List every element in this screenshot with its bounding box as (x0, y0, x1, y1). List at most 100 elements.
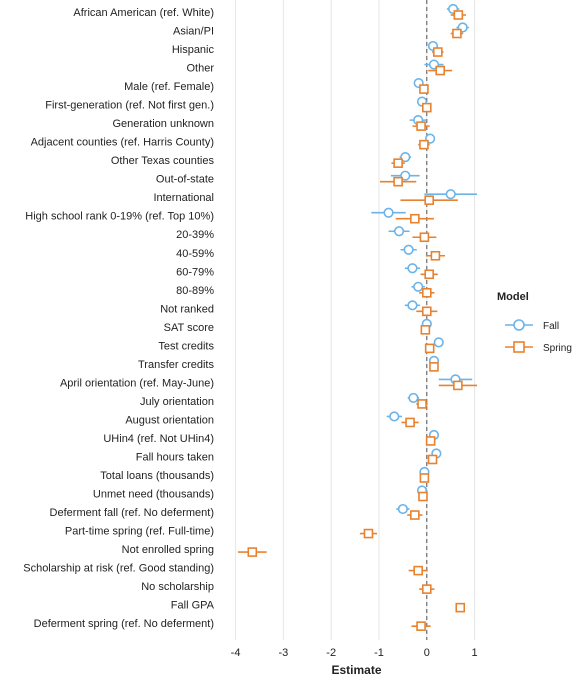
point-marker (421, 287, 432, 298)
x-tick-label: -2 (326, 647, 336, 659)
point-marker (403, 244, 414, 255)
spring-estimate (237, 547, 267, 557)
point-marker (424, 343, 435, 354)
spring-estimate (401, 417, 419, 428)
fall-estimate (404, 300, 421, 311)
x-tick-label: 0 (424, 647, 430, 659)
y-tick-label: 40-59% (176, 248, 214, 260)
point-marker (400, 170, 411, 181)
point-marker (430, 250, 441, 261)
point-marker (416, 621, 426, 631)
point-marker (418, 491, 428, 502)
spring-estimate (419, 473, 430, 483)
point-marker (419, 139, 429, 150)
spring-estimate (391, 158, 405, 168)
point-marker (363, 528, 374, 539)
point-marker (433, 337, 444, 348)
spring-estimate (418, 491, 428, 502)
fall-estimate (396, 503, 410, 515)
y-tick-label: April orientation (ref. May-June) (60, 377, 214, 389)
point-marker (435, 65, 445, 76)
x-tick-label: -1 (374, 647, 384, 659)
spring-estimate (450, 10, 467, 20)
y-tick-label: Other Texas counties (111, 155, 215, 167)
point-marker (383, 207, 394, 218)
point-marker (405, 417, 415, 428)
spring-estimate (420, 269, 438, 280)
y-tick-label: July orientation (140, 396, 214, 408)
y-tick-label: Out-of-state (156, 174, 214, 186)
point-marker (427, 454, 438, 465)
series-marks (237, 3, 477, 631)
y-tick-label: UHin4 (ref. Not UHin4) (103, 433, 214, 445)
point-marker (421, 102, 432, 113)
y-tick-label: Adjacent counties (ref. Harris County) (31, 137, 214, 149)
spring-estimate (421, 102, 432, 113)
point-marker (393, 158, 403, 168)
spring-estimate (427, 454, 438, 465)
legend-title: Model (497, 291, 529, 303)
point-marker (408, 392, 419, 404)
fall-estimate (371, 207, 406, 218)
point-marker (397, 503, 408, 515)
point-marker (429, 362, 439, 372)
fall-estimate (407, 392, 420, 404)
y-tick-label: Unmet need (thousands) (93, 489, 214, 501)
spring-estimate (450, 28, 464, 39)
spring-estimate (418, 139, 430, 150)
point-marker (407, 263, 418, 274)
point-marker (455, 602, 466, 613)
spring-estimate (412, 121, 430, 131)
spring-estimate (359, 528, 378, 539)
y-tick-label: Other (186, 63, 214, 75)
y-tick-label: Part-time spring (ref. Full-time) (65, 526, 214, 538)
point-marker (410, 213, 420, 224)
spring-estimate (379, 176, 417, 187)
point-marker (389, 411, 400, 422)
point-marker (453, 380, 463, 391)
spring-estimate (395, 213, 434, 224)
point-marker (432, 47, 443, 57)
point-marker (393, 176, 403, 187)
point-marker (410, 510, 420, 520)
y-tick-label: Total loans (thousands) (100, 470, 214, 482)
point-marker (413, 565, 423, 576)
point-marker (419, 232, 430, 243)
y-tick-label: Scholarship at risk (ref. Good standing) (23, 563, 214, 575)
point-marker (421, 584, 432, 594)
spring-estimate (424, 343, 435, 354)
spring-estimate (416, 306, 438, 317)
x-axis-ticks: -4 -3 -2 -1 0 1 (231, 647, 478, 659)
fall-estimate (400, 244, 417, 255)
point-marker (416, 121, 426, 131)
y-tick-label: Not enrolled spring (122, 544, 214, 556)
fall-estimate (425, 133, 436, 144)
point-marker (452, 28, 462, 39)
spring-estimate (400, 195, 458, 205)
y-tick-label: August orientation (125, 414, 214, 426)
spring-estimate (432, 47, 444, 57)
legend-label: Fall (543, 321, 559, 332)
y-tick-label: Hispanic (172, 44, 215, 56)
y-axis-labels: African American (ref. White) Asian/PI His… (23, 7, 214, 630)
y-tick-label: African American (ref. White) (73, 7, 214, 19)
point-marker (453, 10, 464, 20)
spring-estimate (419, 84, 429, 94)
y-tick-label: Fall hours taken (136, 451, 214, 463)
y-tick-label: High school rank 0-19% (ref. Top 10%) (25, 211, 214, 223)
spring-estimate (419, 287, 435, 298)
y-tick-label: Not ranked (160, 303, 214, 315)
point-marker (400, 152, 411, 163)
y-tick-label: Deferment spring (ref. No deferment) (34, 618, 214, 630)
legend: Model Fall Spring (497, 291, 572, 354)
y-tick-label: SAT score (164, 322, 214, 334)
spring-estimate (412, 232, 437, 243)
spring-estimate (429, 362, 439, 372)
legend-label: Spring (543, 343, 572, 354)
fall-estimate (388, 226, 410, 237)
fall-estimate (424, 59, 444, 70)
point-marker (421, 306, 432, 317)
legend-item-fall: Fall (505, 319, 559, 332)
spring-estimate (438, 380, 477, 391)
